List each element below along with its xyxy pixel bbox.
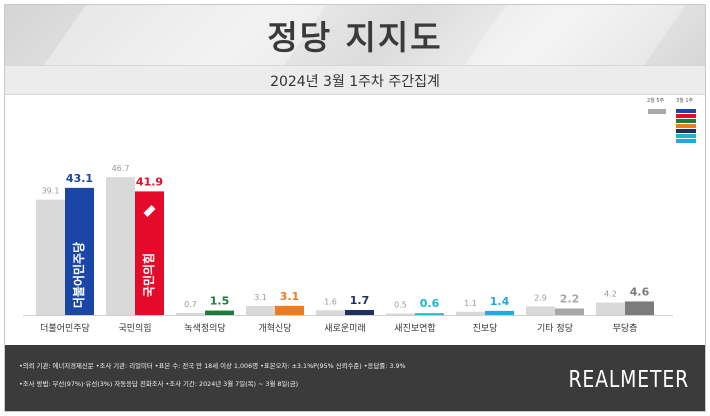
value-label-current-4: 3.1 <box>280 290 300 303</box>
category-label-5: 새로운미래 <box>324 323 365 334</box>
value-label-current-8: 2.2 <box>560 293 580 306</box>
bar-current-4 <box>275 305 304 315</box>
footer-note-2: •조사 방법: 무선(97%)·유선(3%) 자동응답 전화조사 •조사 기간:… <box>19 380 299 388</box>
bar-prev-2 <box>106 177 135 315</box>
legend-swatch-1 <box>676 109 696 113</box>
footer-note-1: •의뢰 기관: 에너지경제신문 •조사 기관: 리얼미터 •표본 수: 전국 만… <box>19 362 406 370</box>
bar-current-1 <box>65 187 94 315</box>
bar-logo-1: 더불어민주당 <box>71 242 86 308</box>
bar-current-9 <box>625 301 654 315</box>
value-label-current-2: 41.9 <box>136 175 163 188</box>
baseline <box>23 315 673 316</box>
chart-frame: 정당 지지도 2024년 3월 1주차 주간집계 2월 5주 3월 1주 39.… <box>4 4 706 412</box>
chart-subtitle: 2024년 3월 1주차 주간집계 <box>270 74 440 90</box>
bar-logo-2: 국민의힘 <box>141 253 156 297</box>
bar-current-5 <box>345 309 374 315</box>
chart-title: 정당 지지도 <box>267 18 443 57</box>
bar-prev-1 <box>36 199 65 315</box>
footer-band: •의뢰 기관: 에너지경제신문 •조사 기관: 리얼미터 •표본 수: 전국 만… <box>5 345 705 411</box>
category-label-4: 개혁신당 <box>258 323 291 334</box>
value-label-prev-1: 39.1 <box>42 187 60 196</box>
legend-previous-label: 2월 5주 <box>647 98 665 104</box>
legend-swatch-2 <box>676 114 696 118</box>
bar-current-8 <box>555 308 584 315</box>
value-label-prev-5: 1.6 <box>324 297 337 306</box>
value-label-current-9: 4.6 <box>630 285 650 298</box>
bar-prev-3 <box>176 312 205 315</box>
category-label-7: 진보당 <box>473 323 498 334</box>
bar-chart: 39.1 43.1 더불어민주당 46.7 41.9 국민의힘 0.7 1.5 녹색정의당 3.1… <box>23 164 673 334</box>
legend-swatch-4 <box>676 124 696 128</box>
bar-prev-5 <box>316 310 345 315</box>
title-band: 정당 지지도 <box>5 5 705 65</box>
bar-prev-6 <box>386 313 415 315</box>
bar-current-3 <box>205 310 234 315</box>
legend-swatch-3 <box>676 119 696 123</box>
value-label-prev-4: 3.1 <box>254 293 267 302</box>
value-label-prev-9: 4.2 <box>604 290 617 299</box>
category-label-9: 무당층 <box>613 323 638 334</box>
value-label-current-6: 0.6 <box>420 297 440 310</box>
legend-previous-swatch <box>648 109 666 114</box>
value-label-prev-7: 1.1 <box>464 299 477 308</box>
value-label-current-3: 1.5 <box>210 295 230 308</box>
bar-current-6 <box>415 313 444 315</box>
value-label-prev-3: 0.7 <box>184 300 197 309</box>
legend: 2월 5주 3월 1주 <box>645 97 701 153</box>
bar-prev-8 <box>526 306 555 315</box>
category-label-1: 더불어민주당 <box>40 323 90 334</box>
value-label-prev-2: 46.7 <box>112 164 130 173</box>
bar-prev-7 <box>456 311 485 315</box>
value-label-prev-8: 2.9 <box>534 293 547 302</box>
value-label-current-5: 1.7 <box>350 294 370 307</box>
legend-swatch-7 <box>676 139 696 143</box>
category-label-3: 녹색정의당 <box>184 323 225 334</box>
category-label-2: 국민의힘 <box>118 323 151 334</box>
ppp-emblem-icon <box>143 205 156 217</box>
subtitle-band: 2024년 3월 1주차 주간집계 <box>5 65 705 95</box>
value-label-current-1: 43.1 <box>66 172 93 185</box>
legend-current-label: 3월 1주 <box>676 98 694 104</box>
bar-current-7 <box>485 310 514 315</box>
bar-prev-4 <box>246 305 275 315</box>
value-label-current-7: 1.4 <box>490 295 510 308</box>
legend-swatch-5 <box>676 129 696 133</box>
category-label-6: 새진보연합 <box>394 323 435 334</box>
value-label-prev-6: 0.5 <box>394 301 407 310</box>
realmeter-logo: REALMETER <box>568 367 689 393</box>
category-label-8: 기타 정당 <box>537 323 573 334</box>
bar-prev-9 <box>596 302 625 315</box>
legend-swatch-6 <box>676 134 696 138</box>
